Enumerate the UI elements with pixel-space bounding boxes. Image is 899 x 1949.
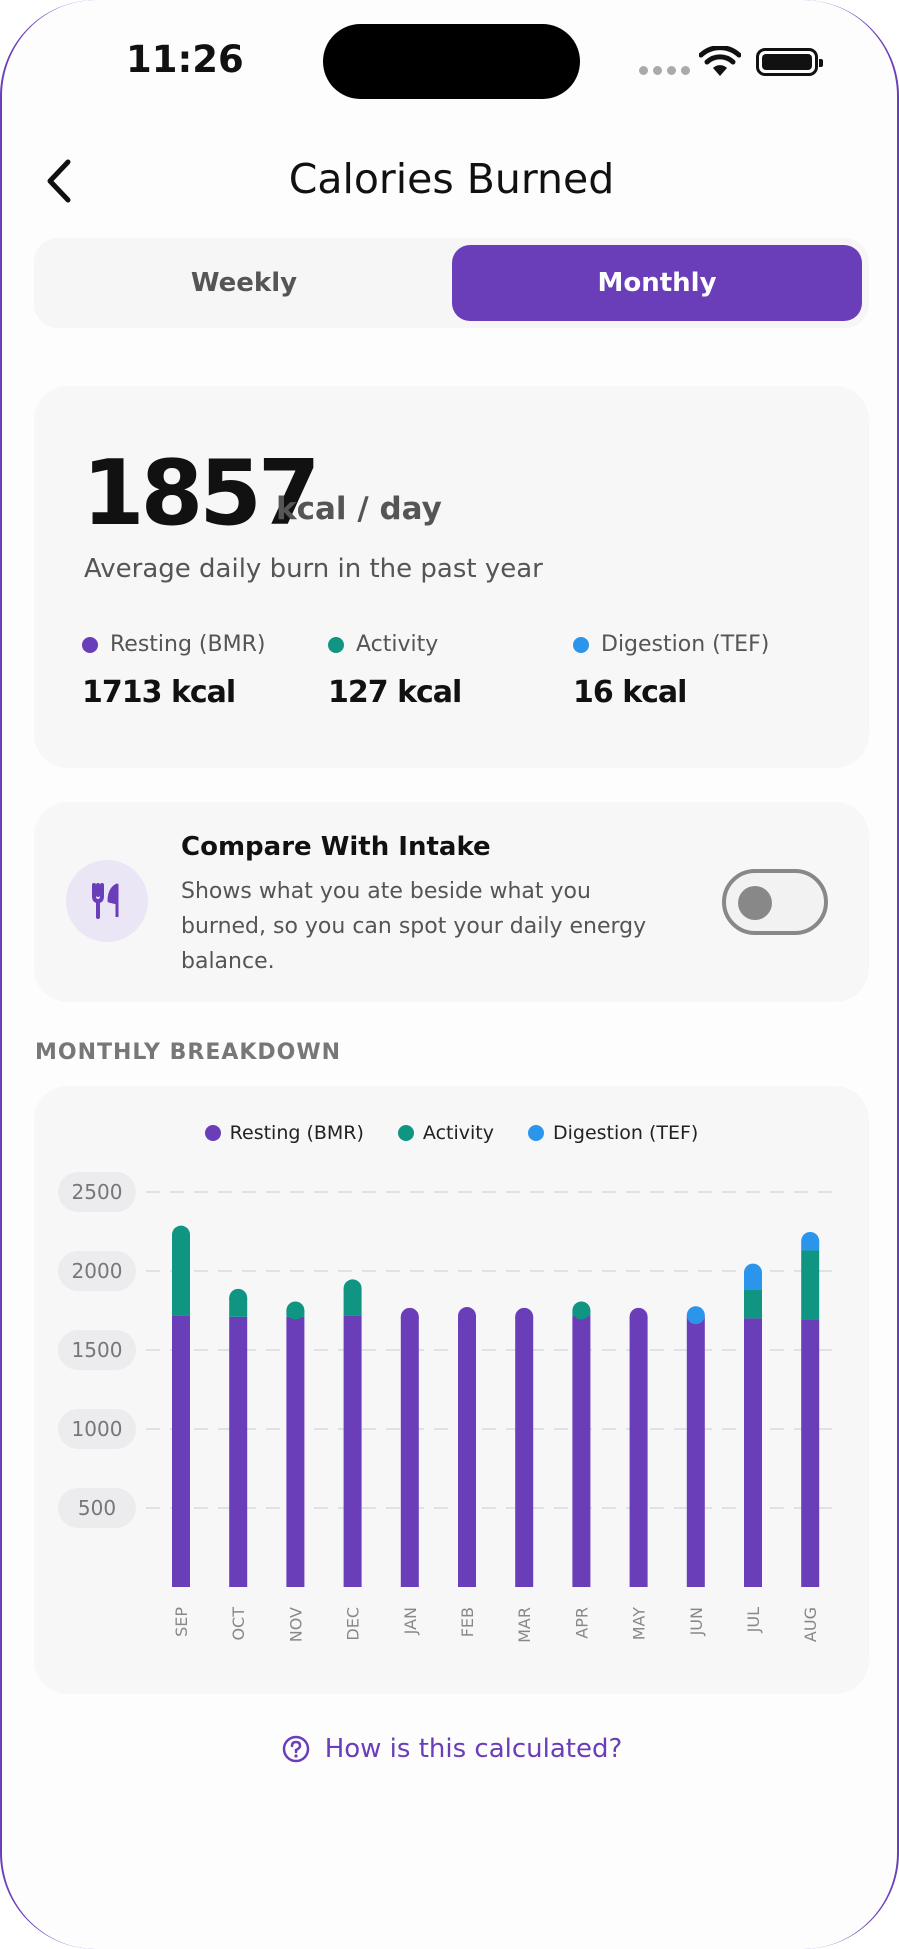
bar-segment-feb	[458, 1316, 476, 1587]
signal-dots-icon	[639, 66, 690, 75]
x-tick-label: JUL	[744, 1607, 763, 1633]
bar-segment-may	[629, 1316, 648, 1587]
stat-value: 16 kcal	[573, 675, 687, 710]
resting-dot-icon	[82, 636, 98, 653]
bar-segment-sep	[172, 1234, 190, 1316]
x-tick-label: NOV	[286, 1607, 305, 1642]
bar-cap-sep	[172, 1225, 190, 1244]
bar-cap-apr	[572, 1301, 591, 1320]
stat-label: Digestion (TEF)	[601, 632, 770, 657]
digestion-dot-icon	[573, 636, 589, 653]
monthly-chart-card: Resting (BMR) Activity Digestion (TEF) 5…	[34, 1086, 869, 1694]
bar-cap-nov	[286, 1301, 305, 1320]
bar-cap-jul	[744, 1263, 762, 1282]
stat-activity: Activity 127 kcal	[328, 632, 462, 710]
x-tick-label: SEP	[172, 1607, 191, 1637]
legend-label: Resting (BMR)	[229, 1122, 364, 1144]
bar-cap-jan	[400, 1307, 419, 1326]
back-chevron-icon[interactable]	[40, 156, 80, 206]
stat-resting: Resting (BMR) 1713 kcal	[82, 632, 265, 710]
question-circle-icon	[282, 1735, 309, 1763]
stat-digestion: Digestion (TEF) 16 kcal	[573, 632, 769, 710]
tab-weekly[interactable]: Weekly	[190, 268, 298, 298]
toggle-knob	[738, 886, 772, 920]
x-tick-label: DEC	[344, 1607, 363, 1641]
page-title: Calories Burned	[288, 155, 615, 203]
compare-description: Shows what you ate beside what you burne…	[181, 879, 647, 974]
legend-dot-icon	[527, 1125, 544, 1141]
bar-segment-sep	[172, 1315, 190, 1587]
x-tick-label: MAY	[630, 1607, 649, 1641]
average-unit: kcal / day	[276, 491, 442, 527]
stat-label: Resting (BMR)	[110, 632, 266, 657]
bar-segment-mar	[515, 1316, 534, 1587]
x-tick-label: APR	[572, 1607, 591, 1639]
how-calculated-link[interactable]: How is this calculated?	[2, 1734, 897, 1764]
wifi-icon	[699, 46, 741, 76]
bar-cap-oct	[229, 1288, 248, 1307]
bar-cap-dec	[343, 1279, 362, 1298]
bar-segment-oct	[229, 1316, 248, 1587]
activity-dot-icon	[328, 636, 344, 653]
dynamic-island	[323, 24, 580, 99]
tick-pill	[58, 1409, 136, 1449]
section-title: MONTHLY BREAKDOWN	[35, 1040, 342, 1065]
x-tick-label: AUG	[801, 1607, 820, 1642]
y-tick-label: 500	[78, 1496, 116, 1520]
legend-label: Digestion (TEF)	[552, 1122, 699, 1144]
y-tick-label: 1000	[72, 1417, 123, 1441]
chart-legend: Resting (BMR) Activity Digestion (TEF)	[34, 1122, 869, 1144]
stat-value: 127 kcal	[328, 675, 462, 710]
tick-pill	[58, 1330, 136, 1370]
bar-segment-nov	[286, 1316, 305, 1587]
legend-item-resting: Resting (BMR)	[204, 1122, 364, 1144]
bar-segment-jun	[686, 1316, 705, 1587]
bar-segment-jan	[400, 1316, 419, 1587]
bar-cap-mar	[515, 1307, 534, 1326]
average-subtitle: Average daily burn in the past year	[84, 554, 543, 584]
battery-icon	[756, 48, 823, 76]
help-link-label: How is this calculated?	[324, 1734, 623, 1764]
y-tick-label: 1500	[72, 1338, 123, 1362]
tick-pill	[58, 1488, 136, 1528]
legend-dot-icon	[397, 1125, 414, 1141]
period-segmented-control: Weekly Monthly	[34, 238, 869, 328]
compare-toggle[interactable]	[722, 869, 828, 935]
stat-label: Activity	[356, 632, 439, 657]
bar-segment-aug	[801, 1250, 820, 1320]
tab-monthly[interactable]: Monthly	[452, 245, 862, 321]
bar-cap-feb	[458, 1307, 476, 1326]
compare-intake-card: Compare With Intake Shows what you ate b…	[34, 802, 869, 1002]
stat-value: 1713 kcal	[82, 675, 236, 710]
legend-item-activity: Activity	[397, 1122, 494, 1144]
bar-segment-dec	[343, 1315, 362, 1587]
stacked-bar-chart: 500 1000 1500 2000 2500 SEP OCT NOV DEC JAN FEB MAR…	[58, 1172, 842, 1643]
bar-cap-aug	[801, 1231, 820, 1250]
bar-cap-jun	[686, 1306, 705, 1325]
tick-pill	[58, 1172, 136, 1212]
x-tick-label: JUN	[687, 1607, 706, 1636]
tick-pill	[58, 1251, 136, 1291]
status-time: 11:26	[126, 38, 244, 81]
bar-segment-aug	[801, 1319, 820, 1587]
bar-segment-jul	[744, 1289, 762, 1319]
x-tick-label: OCT	[229, 1607, 248, 1641]
fork-knife-icon	[66, 860, 148, 942]
legend-item-digestion: Digestion (TEF)	[527, 1122, 699, 1144]
average-value: 1857	[82, 441, 320, 546]
y-tick-label: 2000	[72, 1259, 123, 1283]
x-tick-label: MAR	[515, 1607, 534, 1643]
compare-title: Compare With Intake	[181, 832, 491, 862]
summary-card: 1857 kcal / day Average daily burn in th…	[34, 386, 869, 768]
bar-segment-apr	[572, 1315, 591, 1587]
bar-segment-jul	[744, 1318, 762, 1587]
x-tick-label: FEB	[458, 1607, 477, 1637]
x-tick-label: JAN	[401, 1607, 420, 1635]
y-tick-label: 2500	[72, 1180, 123, 1204]
legend-dot-icon	[204, 1125, 221, 1141]
bar-cap-may	[629, 1307, 648, 1326]
legend-label: Activity	[422, 1122, 494, 1144]
